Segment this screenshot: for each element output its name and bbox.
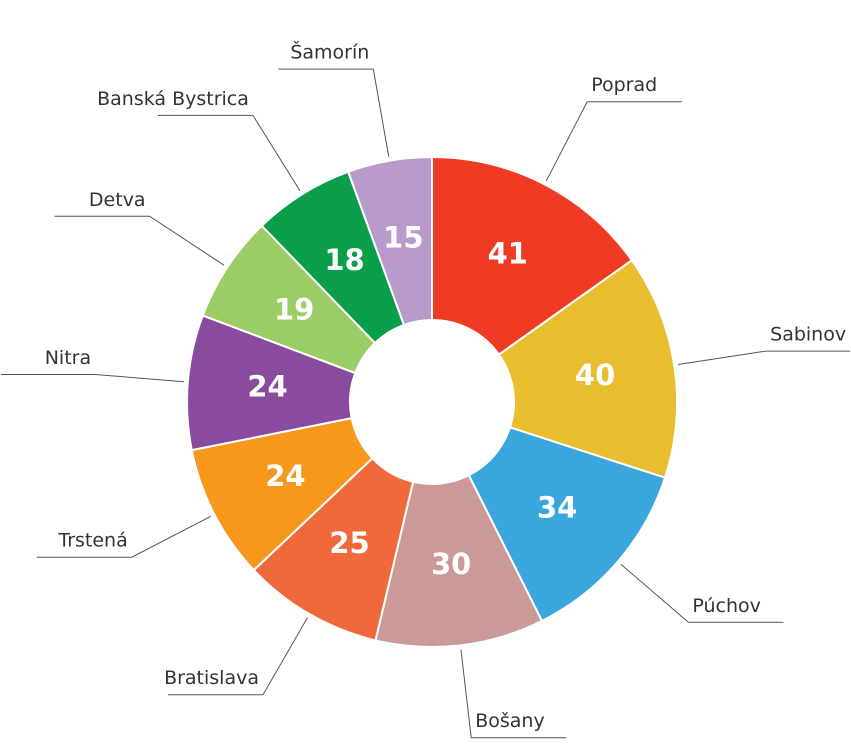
- leader-line: [36, 515, 212, 558]
- slice: [374, 473, 544, 648]
- value-label: 19: [274, 292, 314, 326]
- value-label: 24: [247, 370, 287, 404]
- category-label: Bratislava: [164, 667, 259, 689]
- category-label: Šamorín: [290, 40, 369, 64]
- category-label: Sabinov: [770, 324, 846, 346]
- value-label: 18: [324, 243, 364, 277]
- category-label: Nitra: [45, 347, 91, 369]
- value-label: 25: [329, 526, 369, 560]
- value-label: 40: [575, 358, 615, 392]
- value-label: 15: [383, 221, 423, 255]
- value-label: 41: [488, 236, 528, 270]
- category-label: Poprad: [591, 74, 657, 96]
- leader-line: [1, 374, 184, 383]
- value-label: 24: [265, 459, 305, 493]
- category-label: Trstená: [57, 530, 127, 552]
- category-label: Banská Bystrica: [97, 88, 249, 110]
- leader-line: [545, 101, 683, 182]
- category-label: Bošany: [475, 710, 544, 732]
- slice: [346, 155, 433, 327]
- slice: [497, 258, 678, 479]
- leader-line: [54, 215, 225, 266]
- value-label: 34: [537, 491, 577, 525]
- leader-line: [460, 649, 567, 739]
- category-label: Púchov: [692, 595, 761, 617]
- leader-line: [678, 350, 850, 365]
- leader-line: [278, 68, 390, 157]
- value-label: 30: [431, 547, 471, 581]
- leader-line: [168, 617, 308, 696]
- slice: [431, 155, 634, 356]
- category-label: Detva: [89, 189, 146, 211]
- leader-line: [157, 114, 301, 192]
- leader-line: [620, 563, 784, 623]
